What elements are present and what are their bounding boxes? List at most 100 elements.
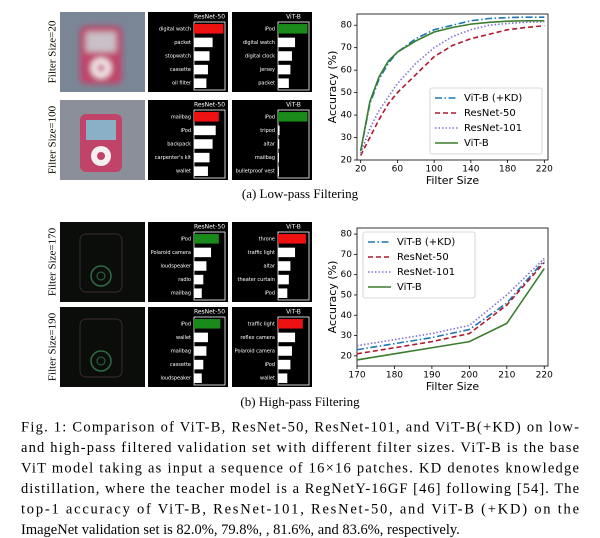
panel-title: ResNet-50 [194,102,225,109]
series-line [356,268,545,361]
class-label: wallet [176,335,191,341]
series-line [356,257,545,347]
class-label: Polaroid camera [235,349,275,355]
class-label: mailbag [171,291,191,297]
legend-label: ViT-B (+KD) [397,237,455,248]
x-tick-label: 180 [386,371,403,381]
row-label: Filter Size=100 [47,105,59,174]
y-tick-label: 60 [341,66,353,76]
panel-title: ViT-B [286,14,301,21]
prob-bar [278,112,308,122]
prob-bar [194,261,207,271]
image-bg [60,222,145,302]
class-label: wallet [260,376,275,382]
prob-bar [278,359,291,370]
prob-bar [194,37,213,48]
prob-bar [194,359,204,370]
legend-label: ResNet-101 [397,267,455,278]
prob-bar [194,346,207,356]
device-screen [86,120,116,140]
legend-label: ViT-B [464,138,489,149]
legend-label: ResNet-50 [464,108,516,119]
prob-bar [194,78,207,88]
prob-bar [278,346,292,356]
class-label: radio [178,277,191,283]
y-tick-label: 80 [341,230,353,240]
prob-bar [278,288,288,298]
legend-label: ViT-B [397,282,422,293]
caption-line: ViT model taking as input a sequence of … [21,460,579,476]
prob-bar [194,234,219,244]
class-label: traffic light [248,321,275,327]
device-outline [79,318,123,378]
series-line [359,20,545,154]
class-label: iPod [265,291,275,297]
class-label: iPod [181,236,191,242]
device [80,26,122,84]
y-tick-label: 20 [341,156,353,166]
prob-bar [194,332,208,343]
subcaption: (a) Low-pass Filtering [242,186,359,201]
y-axis-label: Accuracy (%) [326,51,339,124]
panel-title: ViT-B [286,102,301,109]
x-axis-label: Filter Size [426,174,480,187]
prob-bar [278,64,291,75]
class-label: tripod [260,128,275,134]
y-tick-label: 20 [341,351,353,361]
panel-title: ResNet-50 [194,224,225,231]
class-label: wallet [176,169,191,175]
image [60,222,145,302]
x-tick-label: 20 [355,165,367,175]
prob-bar [278,51,292,61]
y-tick-label: 40 [341,111,353,121]
device-screen [86,32,116,52]
x-tick-label: 100 [426,165,443,175]
class-label: oil filter [172,81,192,87]
class-label: altar [263,142,275,148]
prob-bar [194,51,210,61]
prob-bar [278,319,303,329]
prob-bar [194,319,221,329]
class-label: iPod [181,321,191,327]
panel-title: ViT-B [286,224,301,231]
legend-label: ViT-B (+KD) [464,93,522,104]
prob-bar [194,373,202,383]
class-label: reflex camera [240,335,275,341]
class-label: digital watch [159,26,191,32]
series-line [359,24,545,156]
legend-label: ResNet-50 [397,252,449,263]
class-label: theater curtain [237,277,275,283]
legend-box [362,231,476,299]
caption-line: distillation, where the teacher model is… [21,481,579,497]
prob-bar [278,152,279,163]
panel-title: ResNet-50 [194,14,225,21]
caption-line: top-1 accuracy of ViT-B, ResNet-101, Res… [21,501,579,517]
prob-bar [194,112,219,122]
class-label: jersey [259,67,275,73]
prob-bar [278,24,308,34]
prob-bar [194,64,208,75]
x-tick-label: 220 [536,371,553,381]
prob-bar [194,166,208,176]
panel-title: ViT-B [286,309,301,316]
prob-bar [278,261,291,271]
row-label: Filter Size=190 [47,312,59,381]
class-label: mailbag [171,114,191,120]
x-tick-label: 170 [348,371,365,381]
class-label: packet [174,40,191,46]
prob-bar [194,247,212,258]
panel-title: ResNet-50 [194,309,225,316]
y-tick-label: 70 [341,43,353,53]
image-bg [60,307,145,387]
y-tick-label: 30 [341,133,353,143]
class-label: digital watch [243,40,275,46]
prob-bar [278,125,280,136]
class-label: stopwatch [165,54,191,60]
prob-bar [278,234,306,244]
class-label: throne [259,236,275,242]
image [60,12,145,92]
y-tick-label: 40 [341,311,353,321]
prob-bar [278,78,289,88]
class-label: backpack [167,142,191,148]
class-label: mailbag [255,155,275,161]
